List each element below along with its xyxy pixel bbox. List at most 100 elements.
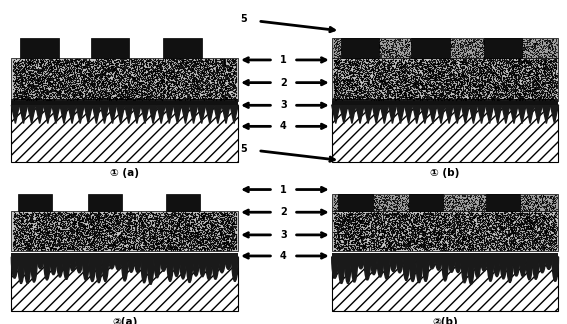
Point (331, 95, 340, 100)
Point (532, 79, 541, 85)
Point (226, 220, 235, 225)
Point (205, 232, 214, 237)
Point (155, 70, 164, 75)
Point (517, 242, 526, 247)
Point (162, 219, 171, 225)
Point (181, 81, 190, 86)
Point (182, 225, 191, 230)
Point (375, 59, 384, 64)
Point (97, 243, 106, 249)
Point (16, 244, 26, 249)
Point (137, 226, 146, 231)
Point (472, 239, 481, 244)
Point (200, 63, 209, 68)
Point (164, 94, 174, 99)
Point (474, 87, 483, 93)
Point (424, 233, 433, 238)
Point (162, 236, 171, 241)
Point (451, 200, 460, 205)
Point (85, 222, 94, 227)
Point (132, 90, 141, 95)
Point (485, 75, 494, 80)
Point (507, 85, 516, 90)
Point (452, 97, 461, 102)
Point (530, 60, 539, 65)
Point (44, 244, 53, 249)
Point (466, 43, 475, 48)
Point (45, 222, 54, 227)
Point (69, 85, 78, 90)
Point (141, 231, 150, 236)
Point (515, 80, 524, 85)
Point (141, 241, 150, 247)
Point (162, 222, 171, 227)
Point (45, 66, 54, 71)
Point (517, 240, 526, 245)
Point (92, 59, 101, 64)
Point (541, 86, 551, 91)
Point (18, 224, 27, 229)
Point (374, 244, 383, 249)
Point (62, 246, 71, 251)
Point (530, 45, 539, 50)
Point (438, 66, 447, 71)
Point (99, 89, 108, 94)
Point (129, 237, 138, 243)
Point (127, 80, 136, 85)
Point (49, 88, 58, 94)
Point (22, 83, 31, 88)
Point (89, 239, 98, 244)
Point (43, 224, 52, 229)
Point (89, 95, 98, 100)
Point (133, 81, 142, 86)
Point (400, 56, 409, 62)
Point (72, 82, 81, 87)
Point (138, 221, 147, 226)
Point (182, 215, 191, 221)
Point (227, 238, 236, 243)
Point (523, 63, 532, 68)
Point (113, 64, 122, 69)
Point (145, 222, 154, 227)
Point (332, 64, 341, 69)
Point (414, 225, 423, 230)
Point (374, 226, 383, 232)
Point (433, 43, 442, 49)
Point (486, 84, 496, 89)
Point (177, 57, 187, 62)
Point (166, 247, 175, 252)
Point (142, 214, 151, 219)
Point (365, 38, 374, 43)
Point (73, 76, 82, 81)
Point (339, 234, 348, 239)
Point (71, 212, 80, 217)
Point (463, 205, 472, 211)
Point (79, 82, 88, 87)
Point (425, 196, 434, 201)
Point (405, 79, 414, 84)
Point (449, 38, 458, 43)
Point (14, 89, 23, 94)
Point (204, 213, 213, 218)
Point (165, 221, 174, 226)
Point (32, 227, 41, 233)
Point (466, 242, 475, 247)
Point (551, 246, 560, 251)
Point (498, 223, 507, 228)
Point (183, 213, 192, 218)
Point (392, 68, 401, 74)
Point (173, 214, 182, 220)
Point (539, 75, 548, 80)
Point (423, 39, 432, 44)
Point (191, 223, 200, 228)
Point (517, 214, 526, 219)
Point (507, 216, 517, 221)
Point (230, 82, 239, 87)
Point (86, 232, 95, 237)
Point (94, 217, 103, 222)
Point (156, 245, 165, 250)
Point (455, 83, 464, 88)
Point (403, 72, 412, 77)
Point (384, 197, 393, 202)
Point (412, 63, 421, 68)
